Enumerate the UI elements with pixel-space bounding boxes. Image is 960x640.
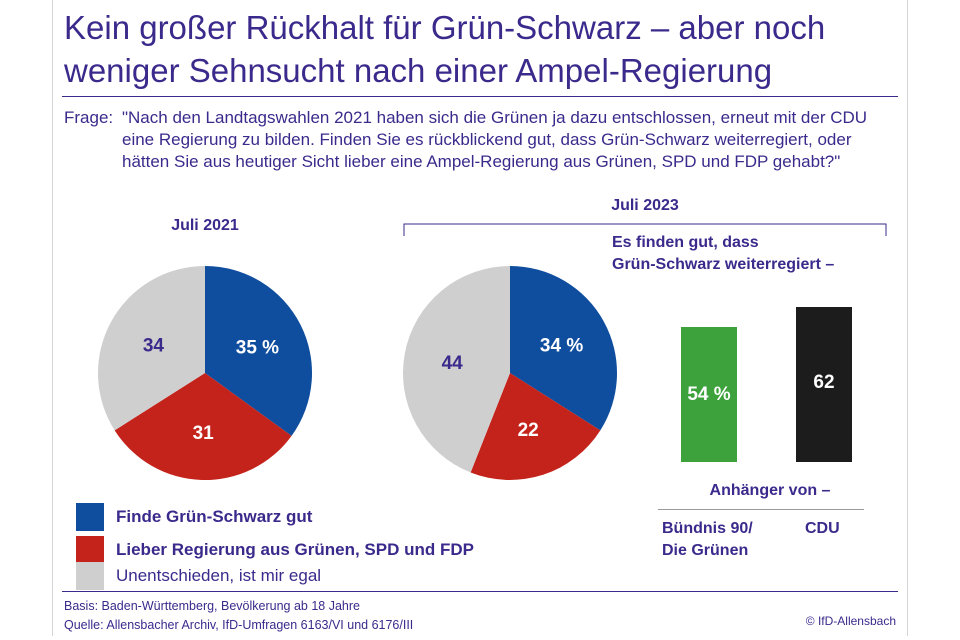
legend-swatch-blue — [76, 503, 104, 531]
pie-2021-slice-label-1: 31 — [193, 423, 215, 444]
bracket-2023 — [403, 223, 887, 236]
title-line-2: weniger Sehnsucht nach einer Ampel-Regie… — [64, 52, 773, 89]
bar-axis-divider — [658, 509, 864, 510]
bar-1 — [796, 307, 852, 462]
pie-chart-2023: 34 % 22 44 — [402, 266, 617, 480]
pie-2023-slice-label-1: 22 — [518, 420, 539, 441]
chart-title: Kein großer Rückhalt für Grün-Schwarz – … — [64, 6, 904, 92]
legend-swatch-grey — [76, 562, 104, 590]
greens-line-2: Die Grünen — [662, 542, 749, 559]
legend-item-ampel: Lieber Regierung aus Grünen, SPD und FDP — [76, 536, 576, 566]
pie-2021-slice-1 — [114, 373, 292, 481]
footer: Basis: Baden-Württemberg, Bevölkerung ab… — [64, 597, 413, 635]
legend-label: Finde Grün-Schwarz gut — [116, 507, 313, 526]
legend-label: Lieber Regierung aus Grünen, SPD und FDP — [116, 540, 474, 559]
pie-chart-2021: 35 % 31 34 — [97, 266, 313, 481]
legend-item-egal: Unentschieden, ist mir egal — [76, 562, 576, 592]
pie-2021-title: Juli 2021 — [171, 217, 239, 234]
pie-2021-slice-label-0: 35 % — [236, 337, 279, 358]
legend-swatch-red — [76, 536, 104, 564]
legend-label: Unentschieden, ist mir egal — [116, 566, 322, 585]
pie-2023-slice-label-0: 34 % — [540, 336, 583, 357]
bar-value-label-0: 54 % — [687, 383, 731, 405]
footer-divider — [62, 591, 898, 592]
pie-2023-slice-label-2: 44 — [442, 353, 464, 374]
pie-2021-slice-2 — [97, 266, 205, 431]
graphic-frame — [52, 0, 908, 636]
title-line-1: Kein großer Rückhalt für Grün-Schwarz – … — [64, 9, 826, 46]
bar-title-line-1: Es finden gut, dass — [612, 234, 759, 251]
bar-x-axis-label: Anhänger von – — [709, 482, 831, 499]
copyright: © IfD-Allensbach — [805, 614, 896, 628]
title-divider — [62, 96, 898, 97]
legend-item-gut: Finde Grün-Schwarz gut — [76, 503, 576, 533]
pie-2023-slice-0 — [510, 266, 617, 431]
question-label: Frage: — [64, 108, 114, 127]
bar-category-cdu: CDU — [805, 520, 840, 537]
footer-basis: Basis: Baden-Württemberg, Bevölkerung ab… — [64, 599, 360, 613]
footer-source: Quelle: Allensbacher Archiv, IfD-Umfrage… — [64, 618, 414, 632]
greens-line-1: Bündnis 90/ — [662, 520, 753, 537]
pie-2021-slice-label-2: 34 — [143, 336, 165, 357]
bar-category-greens: Bündnis 90/ Die Grünen — [662, 518, 753, 562]
question-text: "Nach den Landtagswahlen 2021 haben sich… — [122, 108, 868, 171]
pie-2023-slice-1 — [470, 373, 601, 480]
bar-value-label-1: 62 — [813, 372, 835, 394]
bar-0 — [681, 327, 737, 462]
pie-2021-slice-0 — [205, 266, 313, 436]
pie-2023-title: Juli 2023 — [611, 197, 679, 214]
pie-2023-slice-2 — [402, 266, 510, 473]
bar-title-line-2: Grün-Schwarz weiterregiert – — [612, 256, 835, 273]
bar-chart-title: Es finden gut, dass Grün-Schwarz weiterr… — [612, 232, 912, 276]
